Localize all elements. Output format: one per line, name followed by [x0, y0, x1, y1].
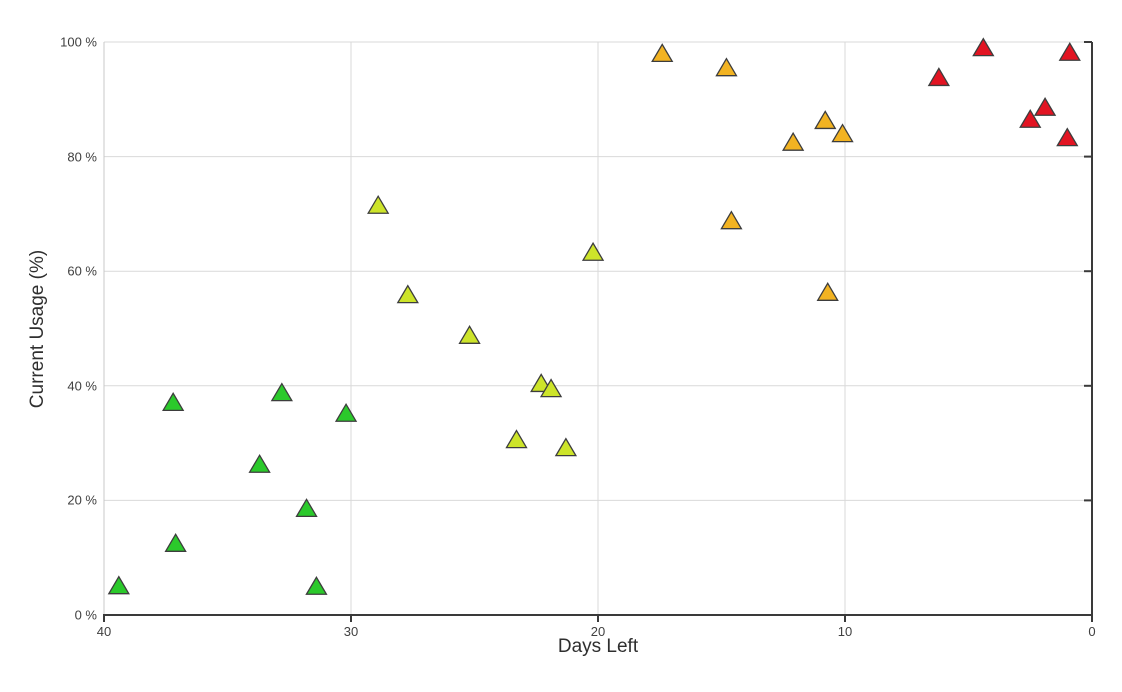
scatter-point-yellow-green	[505, 429, 528, 449]
scatter-point-orange	[814, 110, 837, 130]
scatter-point-orange	[715, 57, 738, 77]
y-tick-label: 0 %	[74, 607, 97, 623]
scatter-point-yellow-green	[581, 241, 605, 261]
scatter-point-orange	[831, 123, 854, 143]
scatter-point-green	[107, 575, 130, 595]
scatter-point-green	[248, 453, 271, 473]
scatter-point-yellow-green	[554, 437, 578, 457]
scatter-point-orange	[651, 43, 674, 63]
y-tick-label: 20 %	[67, 492, 97, 508]
y-tick-label: 80 %	[67, 149, 97, 165]
scatter-point-green	[305, 575, 328, 595]
scatter-point-red	[1019, 108, 1042, 128]
y-tick-label: 40 %	[67, 378, 97, 394]
scatter-point-green	[162, 392, 185, 411]
x-tick-label: 10	[837, 624, 853, 639]
x-axis-title: Days Left	[557, 636, 639, 657]
scatter-point-red	[1056, 127, 1079, 147]
scatter-point-yellow-green	[539, 378, 563, 398]
scatter-point-red	[927, 67, 950, 87]
x-tick-label: 20	[590, 624, 606, 639]
x-tick-label: 0	[1088, 624, 1096, 639]
scatter-point-green	[270, 382, 293, 402]
scatter-point-orange	[816, 282, 839, 301]
scatter-point-yellow-green	[367, 194, 390, 214]
scatter-point-green	[334, 402, 358, 422]
x-tick-label: 30	[343, 624, 359, 639]
x-tick-label: 40	[96, 624, 112, 639]
scatter-point-red	[972, 37, 995, 57]
y-tick-label: 100 %	[60, 34, 97, 50]
scatter-point-green	[164, 533, 187, 552]
scatter-point-red	[1033, 96, 1057, 116]
y-tick-label: 60 %	[67, 263, 97, 279]
scatter-point-red	[1058, 41, 1081, 61]
scatter-point-yellow-green	[458, 325, 481, 344]
scatter-point-orange	[781, 131, 805, 151]
scatter-point-orange	[720, 210, 743, 230]
y-axis-title: Current Usage (%)	[27, 249, 48, 409]
scatter-point-yellow-green	[396, 284, 419, 304]
scatter-point-green	[295, 498, 318, 517]
